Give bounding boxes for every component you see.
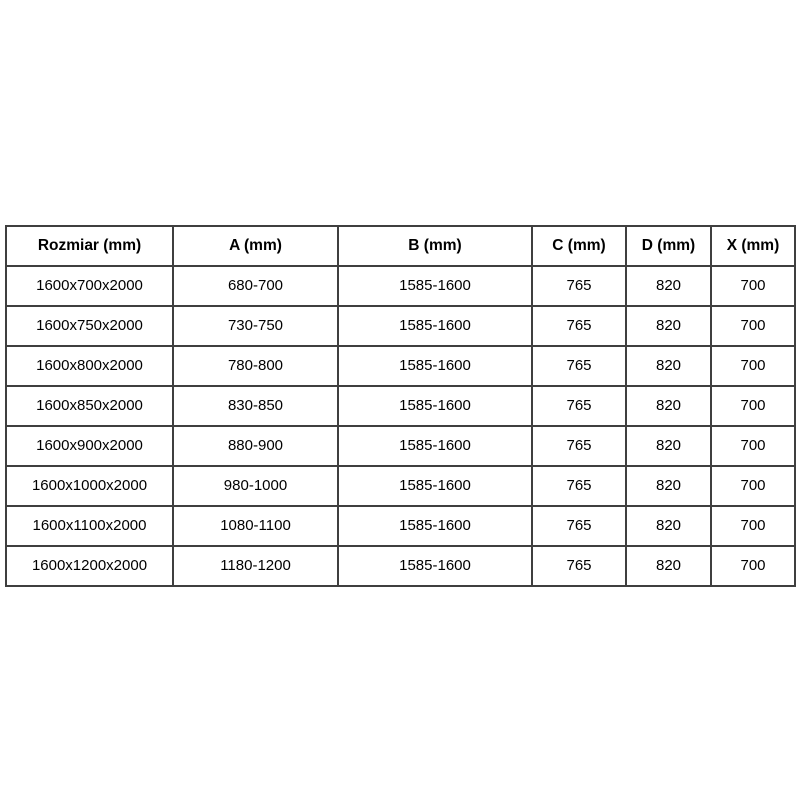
table-header-row: Rozmiar (mm) A (mm) B (mm) C (mm) D (mm) X (m…	[5, 225, 796, 267]
cell-size: 1600x850x2000	[5, 385, 174, 427]
cell-x: 700	[710, 465, 796, 507]
table-row: 1600x1100x2000 1080-1100 1585-1600 765 820 70…	[5, 505, 796, 547]
cell-a: 680-700	[172, 265, 339, 307]
specification-table-container: Rozmiar (mm) A (mm) B (mm) C (mm) D (mm) X (m…	[5, 225, 796, 587]
cell-d: 820	[625, 505, 712, 547]
column-header-x: X (mm)	[710, 225, 796, 267]
cell-b: 1585-1600	[337, 425, 533, 467]
cell-b: 1585-1600	[337, 265, 533, 307]
cell-x: 700	[710, 305, 796, 347]
cell-c: 765	[531, 345, 627, 387]
cell-c: 765	[531, 265, 627, 307]
cell-a: 780-800	[172, 345, 339, 387]
cell-d: 820	[625, 305, 712, 347]
cell-size: 1600x750x2000	[5, 305, 174, 347]
cell-size: 1600x700x2000	[5, 265, 174, 307]
cell-a: 730-750	[172, 305, 339, 347]
column-header-d: D (mm)	[625, 225, 712, 267]
cell-size: 1600x1000x2000	[5, 465, 174, 507]
table-row: 1600x850x2000 830-850 1585-1600 765 820 700	[5, 385, 796, 427]
cell-b: 1585-1600	[337, 465, 533, 507]
cell-size: 1600x800x2000	[5, 345, 174, 387]
cell-d: 820	[625, 385, 712, 427]
cell-size: 1600x1100x2000	[5, 505, 174, 547]
cell-size: 1600x1200x2000	[5, 545, 174, 587]
cell-d: 820	[625, 465, 712, 507]
table-row: 1600x700x2000 680-700 1585-1600 765 820 700	[5, 265, 796, 307]
table-row: 1600x1200x2000 1180-1200 1585-1600 765 820 70…	[5, 545, 796, 587]
cell-c: 765	[531, 385, 627, 427]
cell-d: 820	[625, 265, 712, 307]
cell-size: 1600x900x2000	[5, 425, 174, 467]
cell-c: 765	[531, 425, 627, 467]
cell-b: 1585-1600	[337, 305, 533, 347]
cell-x: 700	[710, 345, 796, 387]
table-row: 1600x750x2000 730-750 1585-1600 765 820 700	[5, 305, 796, 347]
cell-x: 700	[710, 545, 796, 587]
column-header-b: B (mm)	[337, 225, 533, 267]
cell-c: 765	[531, 465, 627, 507]
cell-b: 1585-1600	[337, 385, 533, 427]
cell-b: 1585-1600	[337, 545, 533, 587]
cell-x: 700	[710, 265, 796, 307]
column-header-size: Rozmiar (mm)	[5, 225, 174, 267]
cell-x: 700	[710, 425, 796, 467]
table-header: Rozmiar (mm) A (mm) B (mm) C (mm) D (mm) X (m…	[5, 225, 796, 267]
specification-table: Rozmiar (mm) A (mm) B (mm) C (mm) D (mm) X (m…	[5, 225, 796, 587]
table-row: 1600x900x2000 880-900 1585-1600 765 820 700	[5, 425, 796, 467]
cell-d: 820	[625, 545, 712, 587]
cell-d: 820	[625, 345, 712, 387]
cell-c: 765	[531, 545, 627, 587]
cell-a: 1180-1200	[172, 545, 339, 587]
table-row: 1600x1000x2000 980-1000 1585-1600 765 820 700	[5, 465, 796, 507]
cell-c: 765	[531, 305, 627, 347]
cell-a: 1080-1100	[172, 505, 339, 547]
cell-d: 820	[625, 425, 712, 467]
column-header-c: C (mm)	[531, 225, 627, 267]
table-body: 1600x700x2000 680-700 1585-1600 765 820 700 16…	[5, 265, 796, 587]
cell-a: 880-900	[172, 425, 339, 467]
cell-c: 765	[531, 505, 627, 547]
cell-b: 1585-1600	[337, 345, 533, 387]
cell-x: 700	[710, 505, 796, 547]
column-header-a: A (mm)	[172, 225, 339, 267]
cell-a: 830-850	[172, 385, 339, 427]
cell-a: 980-1000	[172, 465, 339, 507]
cell-b: 1585-1600	[337, 505, 533, 547]
cell-x: 700	[710, 385, 796, 427]
table-row: 1600x800x2000 780-800 1585-1600 765 820 700	[5, 345, 796, 387]
